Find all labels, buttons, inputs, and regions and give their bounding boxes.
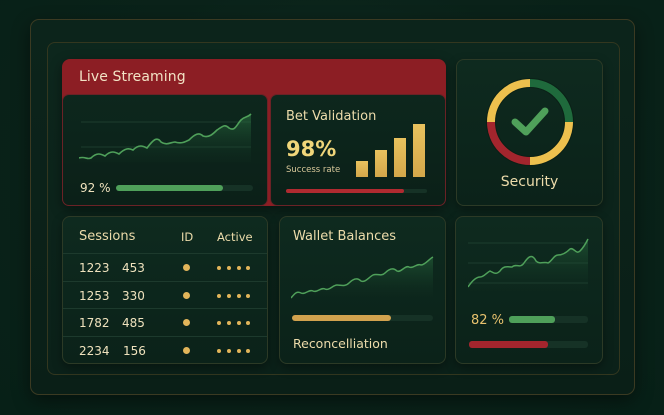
sessions-card: Sessions ID Active 1223 453 1253 330 178… xyxy=(62,216,268,364)
session-id: 2234 xyxy=(79,344,110,358)
metrics-chart xyxy=(468,238,589,291)
activity-dot xyxy=(227,294,231,298)
wallet-progress-fill xyxy=(292,315,391,321)
activity-dot xyxy=(217,321,221,325)
session-value: 330 xyxy=(122,289,145,303)
activity-dot xyxy=(227,349,231,353)
activity-dot xyxy=(227,321,231,325)
bet-validation-title: Bet Validation xyxy=(286,109,377,124)
id-header: ID xyxy=(181,230,194,244)
activity-dot xyxy=(246,266,250,270)
live-streaming-progress-label: 92 % xyxy=(80,181,111,195)
activity-dot xyxy=(227,266,231,270)
activity-dot xyxy=(217,294,221,298)
table-row[interactable]: 2234 156 xyxy=(63,336,267,364)
bar xyxy=(394,138,406,177)
session-value: 485 xyxy=(122,316,145,330)
metrics-progress-label: 82 % xyxy=(471,313,505,328)
bet-validation-progress-bar xyxy=(286,189,427,193)
session-id: 1223 xyxy=(79,261,110,275)
metrics-card[interactable]: 82 % xyxy=(455,216,603,364)
table-row[interactable]: 1782 485 xyxy=(63,308,267,336)
session-id: 1253 xyxy=(79,289,110,303)
session-value: 156 xyxy=(123,344,146,358)
status-dot xyxy=(183,292,190,299)
sessions-header: Sessions xyxy=(79,229,136,244)
activity-dot xyxy=(237,349,241,353)
bet-validation-rate-caption: Success rate xyxy=(286,165,341,175)
live-streaming-progress-bar xyxy=(116,185,253,191)
bet-validation-card[interactable]: Bet Validation 98% Success rate xyxy=(270,94,446,206)
wallet-balances-card[interactable]: Wallet Balances Reconcelliation xyxy=(279,216,446,364)
live-streaming-chart xyxy=(79,113,252,162)
status-dot xyxy=(183,319,190,326)
bar xyxy=(413,124,425,177)
activity-dot xyxy=(246,294,250,298)
activity-dot xyxy=(237,266,241,270)
bet-validation-rate: 98% xyxy=(286,137,337,161)
activity-dot xyxy=(237,294,241,298)
status-dot xyxy=(183,347,190,354)
session-value: 453 xyxy=(122,261,145,275)
wallet-balances-title: Wallet Balances xyxy=(293,229,397,244)
bet-validation-progress-fill xyxy=(286,189,405,193)
security-card[interactable]: Security xyxy=(456,59,603,206)
checkmark-icon xyxy=(511,107,549,136)
metrics-green-bar xyxy=(509,316,588,323)
live-streaming-title: Live Streaming xyxy=(79,69,186,85)
metrics-red-fill xyxy=(469,341,548,348)
session-id: 1782 xyxy=(79,316,110,330)
status-dot xyxy=(183,264,190,271)
security-title: Security xyxy=(500,174,559,190)
wallet-balances-chart xyxy=(291,256,434,299)
table-row[interactable]: 1223 453 xyxy=(63,253,267,281)
metrics-green-fill xyxy=(509,316,555,323)
activity-dot xyxy=(217,349,221,353)
security-ring-icon xyxy=(486,78,574,166)
activity-dot xyxy=(237,321,241,325)
reconciliation-label: Reconcelliation xyxy=(293,336,388,351)
metrics-red-bar xyxy=(469,341,588,348)
activity-dot xyxy=(246,349,250,353)
live-streaming-panel: Live Streaming 92 % Bet Validation 98% S… xyxy=(62,59,446,206)
active-header: Active xyxy=(217,230,253,244)
bar xyxy=(356,161,368,177)
live-streaming-card[interactable]: 92 % xyxy=(62,94,268,206)
wallet-progress-bar xyxy=(292,315,433,321)
activity-dot xyxy=(217,266,221,270)
bet-validation-bar-chart xyxy=(356,123,431,177)
activity-dot xyxy=(246,321,250,325)
table-row[interactable]: 1253 330 xyxy=(63,281,267,309)
bar xyxy=(375,150,387,177)
live-streaming-progress-fill xyxy=(116,185,223,191)
